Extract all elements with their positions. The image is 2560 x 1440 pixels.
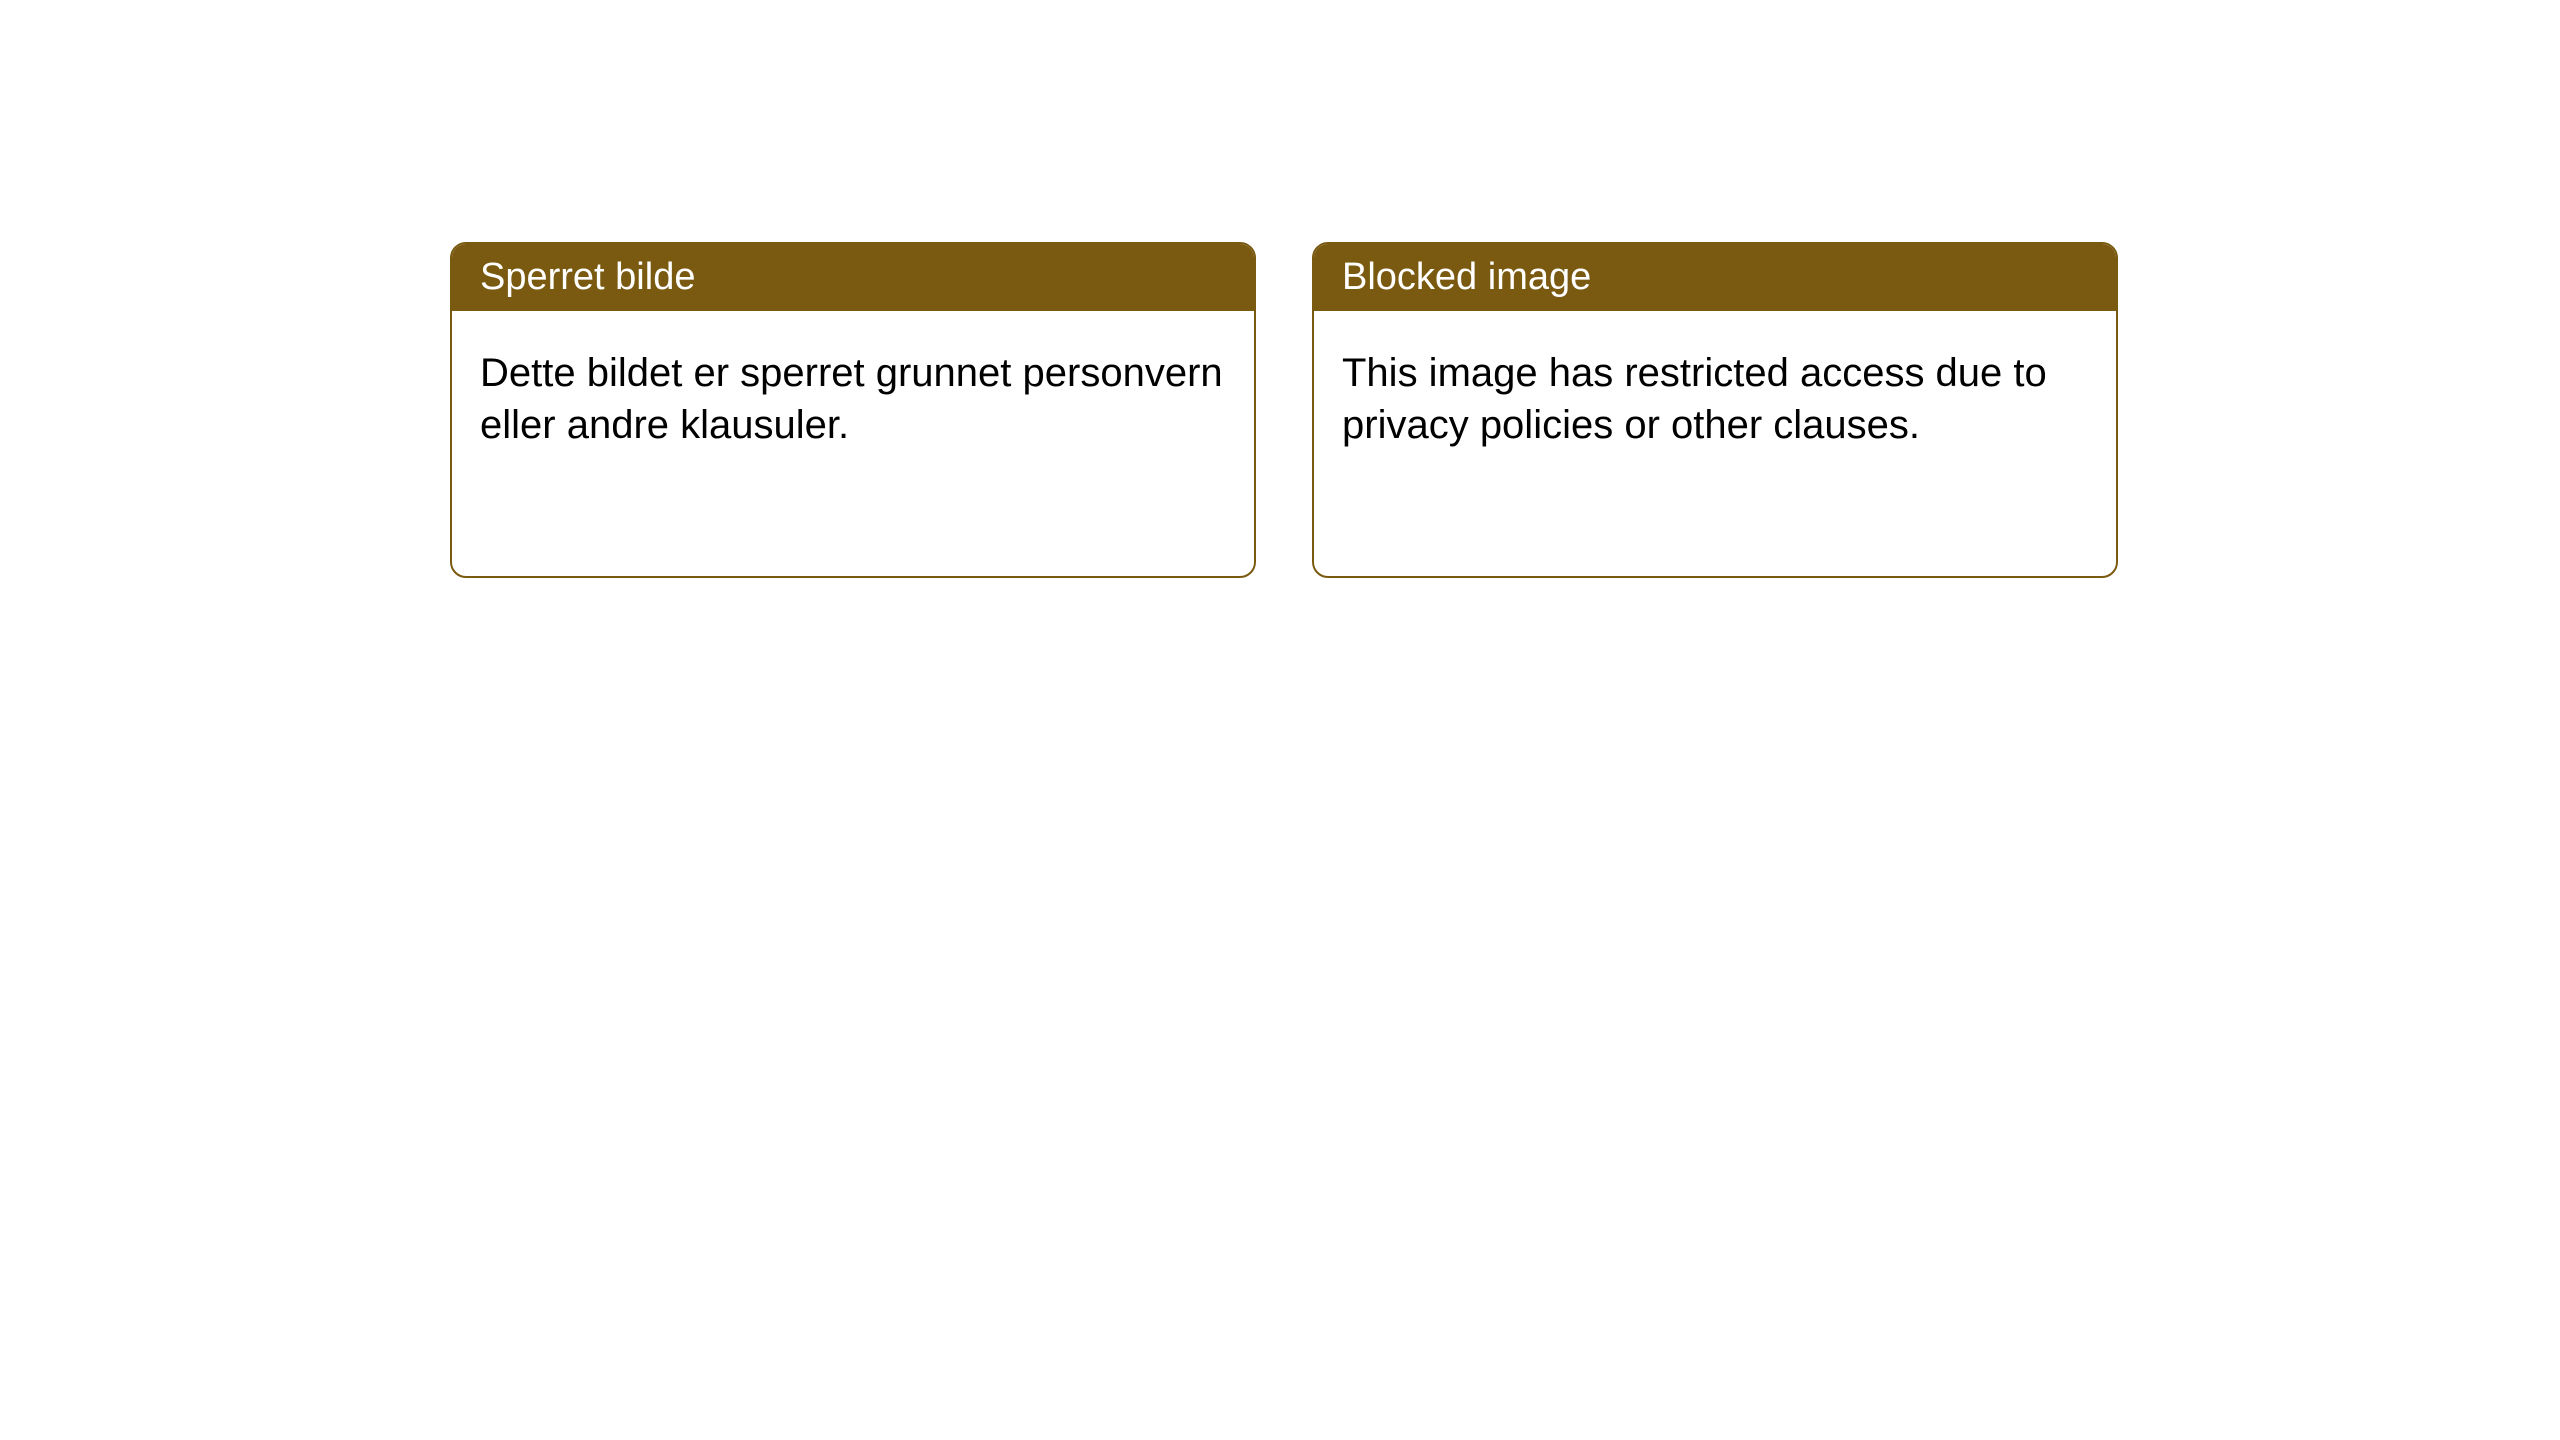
card-body: This image has restricted access due to … <box>1314 311 2116 487</box>
card-header: Blocked image <box>1314 244 2116 311</box>
card-title: Blocked image <box>1342 256 1591 298</box>
notice-card-english: Blocked image This image has restricted … <box>1312 242 2118 578</box>
notice-cards-container: Sperret bilde Dette bildet er sperret gr… <box>450 242 2560 578</box>
card-title: Sperret bilde <box>480 256 695 298</box>
card-body-text: This image has restricted access due to … <box>1342 351 2047 447</box>
notice-card-norwegian: Sperret bilde Dette bildet er sperret gr… <box>450 242 1256 578</box>
card-body: Dette bildet er sperret grunnet personve… <box>452 311 1254 487</box>
card-header: Sperret bilde <box>452 244 1254 311</box>
card-body-text: Dette bildet er sperret grunnet personve… <box>480 351 1223 447</box>
